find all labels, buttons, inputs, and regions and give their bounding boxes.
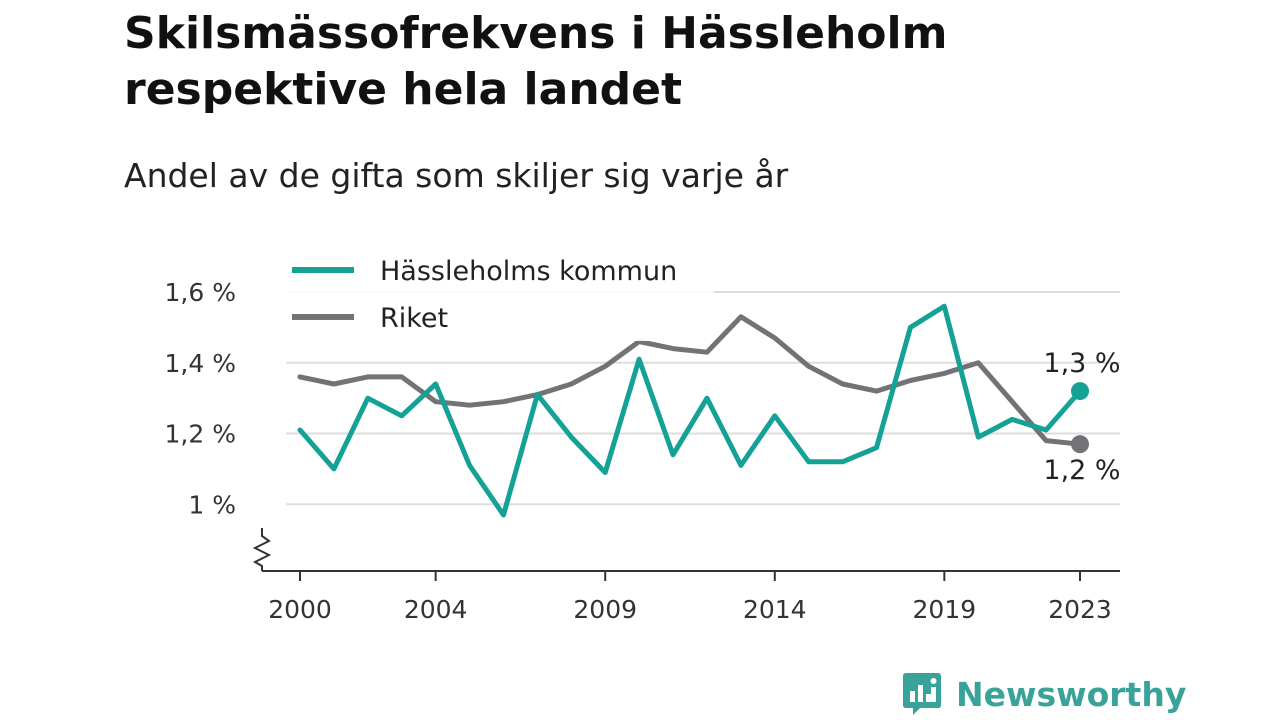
x-tick-label: 2019	[913, 595, 977, 624]
y-axis-ticks: 1 % 1,2 % 1,4 % 1,6 %	[165, 278, 236, 519]
x-axis-ticks: 2000 2004 2009 2014 2019 2023	[268, 571, 1112, 624]
x-tick-label: 2009	[573, 595, 637, 624]
legend-label: Riket	[380, 303, 448, 334]
brand-name: Newsworthy	[956, 674, 1187, 714]
x-tick-label: 2023	[1048, 595, 1112, 624]
legend-label: Hässleholms kommun	[380, 256, 677, 287]
axes	[252, 528, 1120, 572]
brand-logo: Newsworthy	[902, 668, 1186, 720]
x-tick-label: 2004	[404, 595, 468, 624]
series-line	[297, 303, 1083, 518]
y-tick-label: 1,2 %	[165, 420, 236, 449]
end-labels: 1,3 % 1,2 %	[1043, 348, 1120, 486]
y-axis-break-icon	[252, 528, 272, 571]
series-end-point	[1071, 435, 1089, 454]
chart-subtitle: Andel av de gifta som skiljer sig varje …	[124, 156, 789, 195]
x-tick-label: 2000	[268, 595, 332, 624]
series-end-point	[1071, 382, 1089, 401]
newsworthy-logo-icon	[903, 673, 941, 715]
y-tick-label: 1,6 %	[165, 278, 236, 307]
series-lines	[297, 303, 1089, 518]
x-tick-label: 2014	[743, 595, 807, 624]
series-line	[297, 314, 1083, 447]
legend: Hässleholms kommun Riket	[282, 245, 714, 341]
y-tick-label: 1,4 %	[165, 349, 236, 378]
legend-background	[282, 245, 714, 341]
chart-title: Skilsmässofrekvens i Hässleholm respekti…	[124, 8, 948, 115]
end-label: 1,3 %	[1043, 348, 1120, 379]
end-label: 1,2 %	[1043, 455, 1120, 486]
y-tick-label: 1 %	[188, 490, 236, 519]
